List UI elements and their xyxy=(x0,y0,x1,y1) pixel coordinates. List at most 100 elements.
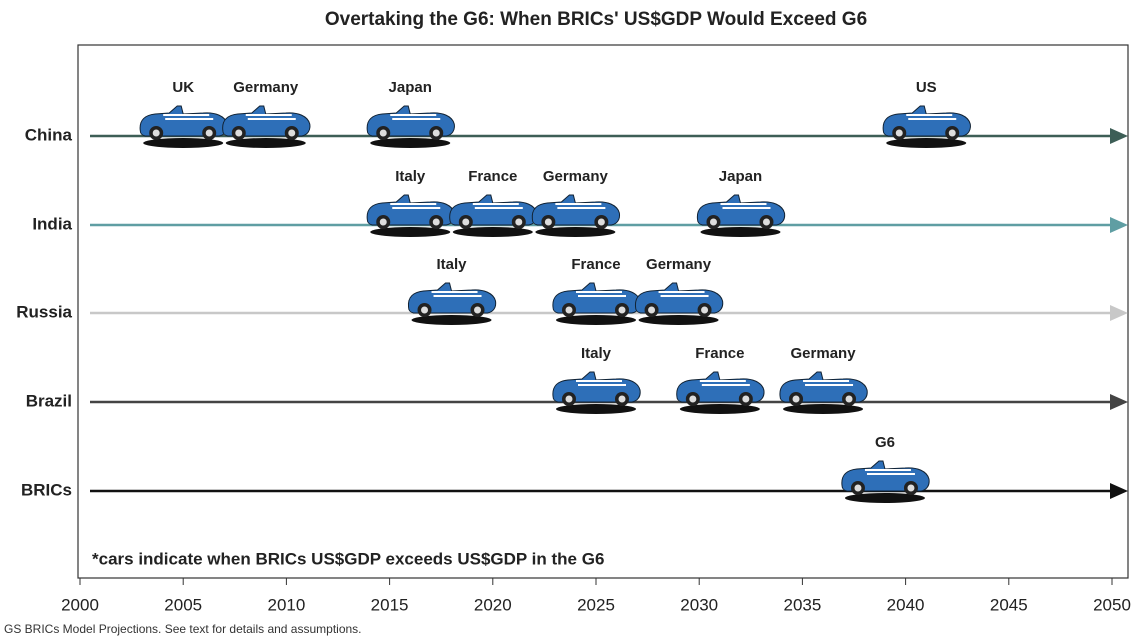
x-tick-label: 2030 xyxy=(680,595,718,614)
car-shadow xyxy=(783,404,864,414)
row-label: Russia xyxy=(16,302,72,321)
car-label: Italy xyxy=(581,345,612,362)
car-hub xyxy=(544,218,552,226)
car-hub xyxy=(845,395,853,403)
car-shadow xyxy=(370,227,451,237)
x-tick-label: 2000 xyxy=(61,595,99,614)
car-hub xyxy=(432,129,440,137)
row-label: India xyxy=(32,214,72,233)
car-shadow xyxy=(556,404,636,414)
car-stripe xyxy=(720,203,771,209)
x-tick-label: 2045 xyxy=(990,595,1028,614)
row-arrow xyxy=(1110,217,1128,233)
car xyxy=(366,194,455,237)
car-hub xyxy=(648,306,656,314)
car-shadow xyxy=(535,227,616,237)
car-shadow xyxy=(638,315,719,325)
car-hub xyxy=(515,218,523,226)
car xyxy=(882,105,971,148)
car-label: Italy xyxy=(437,256,468,273)
car xyxy=(407,282,497,325)
car-hub xyxy=(565,306,573,314)
car-stripe xyxy=(390,203,441,209)
car-shadow xyxy=(370,138,451,148)
car xyxy=(779,371,868,414)
car-hub xyxy=(709,218,717,226)
car-stripe xyxy=(576,291,626,297)
car-hub xyxy=(701,306,709,314)
row-arrow xyxy=(1110,305,1128,321)
car-shadow xyxy=(225,138,306,148)
car-hub xyxy=(288,129,296,137)
car xyxy=(531,194,621,237)
car xyxy=(366,105,455,148)
car-label: France xyxy=(571,256,620,273)
car-hub xyxy=(379,129,387,137)
car-hub xyxy=(618,306,626,314)
car-stripe xyxy=(864,469,915,475)
x-tick-label: 2010 xyxy=(267,595,305,614)
car xyxy=(552,282,641,325)
car-label: France xyxy=(468,168,517,185)
car-hub xyxy=(762,218,770,226)
car-hub xyxy=(379,218,387,226)
car-label: Italy xyxy=(395,168,426,185)
car-label: France xyxy=(695,345,744,362)
row-label: Brazil xyxy=(26,391,72,410)
row-label: China xyxy=(25,125,73,144)
car-hub xyxy=(597,218,605,226)
car-shadow xyxy=(143,138,224,148)
car-stripe xyxy=(576,380,626,386)
car-label: US xyxy=(916,79,937,96)
car-label: Germany xyxy=(543,168,609,185)
car xyxy=(449,194,538,237)
car-hub xyxy=(618,395,626,403)
x-tick-label: 2050 xyxy=(1093,595,1131,614)
car-hub xyxy=(742,395,750,403)
car-label: G6 xyxy=(875,434,895,451)
car-hub xyxy=(432,218,440,226)
row-arrow xyxy=(1110,128,1128,144)
car-shadow xyxy=(844,493,925,503)
car-label: Germany xyxy=(791,345,857,362)
chart-title: Overtaking the G6: When BRICs' US$GDP Wo… xyxy=(325,9,867,30)
car xyxy=(552,371,641,414)
car-shadow xyxy=(452,227,533,237)
car-stripe xyxy=(658,291,709,297)
car-label: Germany xyxy=(646,256,712,273)
car-hub xyxy=(948,129,956,137)
x-tick-label: 2020 xyxy=(474,595,512,614)
note: *cars indicate when BRICs US$GDP exceeds… xyxy=(92,549,604,568)
car-hub xyxy=(565,395,573,403)
car-hub xyxy=(462,218,470,226)
car-hub xyxy=(792,395,800,403)
car-stripe xyxy=(390,114,441,120)
car-shadow xyxy=(679,404,760,414)
car-shadow xyxy=(556,315,636,325)
car-stripe xyxy=(699,380,750,386)
car-hub xyxy=(689,395,697,403)
row-arrow xyxy=(1110,394,1128,410)
car xyxy=(841,460,930,503)
car xyxy=(696,194,786,237)
car-label: Germany xyxy=(233,79,299,96)
car-hub xyxy=(235,129,243,137)
car-shadow xyxy=(886,138,967,148)
car xyxy=(139,105,228,148)
car-stripe xyxy=(555,203,606,209)
row-label: BRICs xyxy=(21,480,72,499)
car-shadow xyxy=(700,227,781,237)
car-stripe xyxy=(245,114,296,120)
car-hub xyxy=(152,129,160,137)
car-label: Japan xyxy=(389,79,432,96)
car-shadow xyxy=(411,315,492,325)
x-tick-label: 2015 xyxy=(371,595,409,614)
row-arrow xyxy=(1110,483,1128,499)
car-hub xyxy=(907,484,915,492)
x-tick-label: 2035 xyxy=(783,595,821,614)
car xyxy=(222,105,311,148)
car-hub xyxy=(854,484,862,492)
car-stripe xyxy=(472,203,523,209)
x-tick-label: 2025 xyxy=(577,595,615,614)
